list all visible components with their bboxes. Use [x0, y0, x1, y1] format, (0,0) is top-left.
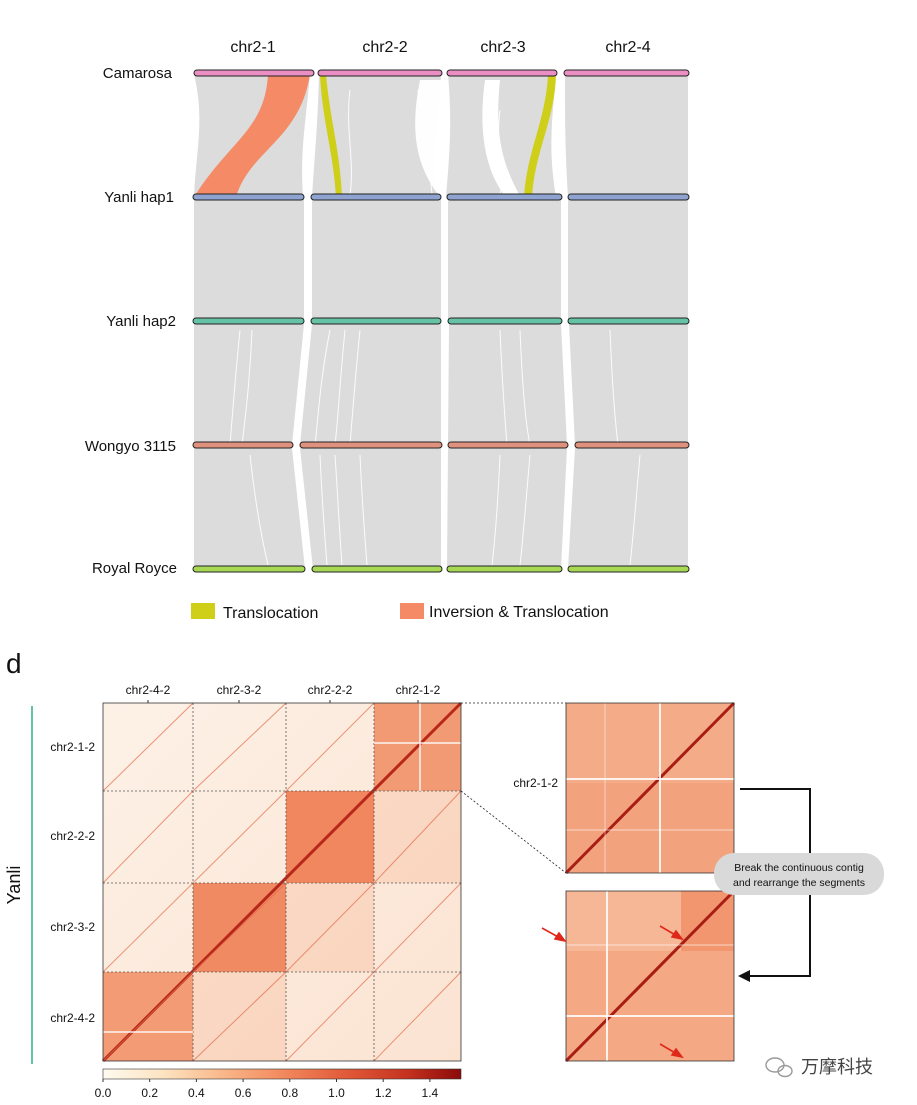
colorbar-tick-label: 0.8 — [281, 1086, 298, 1100]
red-arrow-icon — [659, 925, 684, 941]
translocation-ribbon-chr2-2 — [320, 74, 342, 197]
legend-label: Translocation — [223, 605, 318, 622]
top-label: chr2-2-2 — [308, 683, 353, 697]
legend-swatch-translocation — [191, 603, 215, 619]
inversion-translocation-ribbon — [194, 74, 310, 197]
red-arrow-icon — [659, 1043, 684, 1059]
colorbar-tick-label: 1.2 — [375, 1086, 392, 1100]
watermark: 万摩科技 — [765, 1057, 873, 1078]
genome-label: Yanli hap1 — [104, 189, 174, 206]
column-header: chr2-3 — [480, 39, 525, 56]
colorbar-tick-label: 0.6 — [235, 1086, 252, 1100]
genome-label: Yanli hap2 — [106, 313, 176, 330]
panel-letter: d — [6, 648, 22, 679]
genome-label: Royal Royce — [92, 560, 177, 577]
hic-panel: d Yanli — [4, 648, 884, 1100]
zoom-heatmap-before — [564, 701, 736, 875]
synteny-ribbons — [194, 74, 688, 569]
colorbar — [102, 1068, 462, 1080]
annotation-bubble — [714, 853, 884, 895]
column-header: chr2-1 — [230, 39, 275, 56]
top-label: chr2-3-2 — [217, 683, 262, 697]
annotation-text: and rearrange the segments — [733, 877, 865, 889]
colorbar-tick-label: 1.0 — [328, 1086, 345, 1100]
wechat-icon — [765, 1057, 793, 1078]
red-arrow-icon — [541, 927, 567, 943]
synteny-gaps — [415, 80, 520, 197]
left-label: chr2-3-2 — [50, 920, 95, 934]
legend-label: Inversion & Translocation — [429, 604, 609, 621]
colorbar-tick-label: 0.4 — [188, 1086, 205, 1100]
left-label: chr2-2-2 — [50, 829, 95, 843]
sample-label: Yanli — [4, 866, 24, 905]
top-label: chr2-1-2 — [396, 683, 441, 697]
main-heatmap — [101, 701, 463, 1063]
translocation-ribbon-chr2-3 — [524, 74, 556, 197]
legend-swatch-inversion-translocation — [400, 603, 424, 619]
genome-label: Wongyo 3115 — [85, 438, 176, 455]
arrow-head-icon — [738, 970, 750, 982]
genome-label: Camarosa — [103, 65, 173, 82]
colorbar-ticks: 0.0 0.2 0.4 0.6 0.8 1.0 1.2 1.4 — [95, 1079, 439, 1100]
synteny-panel: chr2-1 chr2-2 chr2-3 chr2-4 Camarosa Yan… — [85, 39, 690, 622]
watermark-text: 万摩科技 — [801, 1057, 873, 1077]
top-label: chr2-4-2 — [126, 683, 171, 697]
colorbar-tick-label: 0.0 — [95, 1086, 112, 1100]
zoom-connector — [460, 790, 567, 874]
column-header: chr2-2 — [362, 39, 407, 56]
zoom-label: chr2-1-2 — [513, 776, 558, 790]
genome-bars — [192, 69, 690, 573]
left-label: chr2-4-2 — [50, 1011, 95, 1025]
annotation-text: Break the continuous contig — [734, 862, 864, 874]
column-header: chr2-4 — [605, 39, 650, 56]
top-axis — [147, 700, 419, 703]
colorbar-tick-label: 1.4 — [422, 1086, 439, 1100]
colorbar-tick-label: 0.2 — [141, 1086, 158, 1100]
left-label: chr2-1-2 — [50, 740, 95, 754]
zoom-heatmap-after — [541, 889, 736, 1063]
